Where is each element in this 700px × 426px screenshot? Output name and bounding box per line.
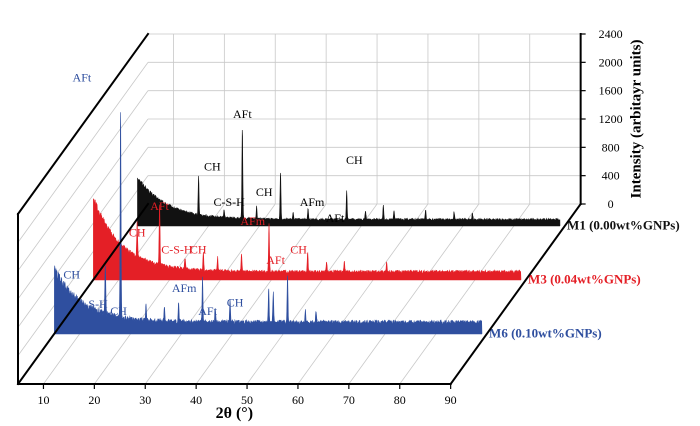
peak-label: CH xyxy=(227,296,244,310)
series-layer: M1 (0.00wt%GNPs) M3 (0.04wt%GNPs) M6 (0.10… xyxy=(54,70,680,341)
series-trace-3 xyxy=(54,112,483,334)
x-tick-label: 60 xyxy=(292,393,304,407)
peak-label: AFt xyxy=(326,211,345,225)
grid-line-floor xyxy=(43,203,174,385)
grid-line-floor xyxy=(94,203,225,385)
y-tick-label: 1200 xyxy=(599,112,623,126)
x-tick-label: 50 xyxy=(241,393,253,407)
peak-label: CH xyxy=(346,153,363,167)
series-trace-1 xyxy=(137,129,561,226)
peak-label: CH xyxy=(129,225,146,239)
peak-label: AFt xyxy=(73,70,92,84)
x-tick-label: 20 xyxy=(88,393,100,407)
series-label: M3 (0.04wt%GNPs) xyxy=(528,272,641,287)
series-label: M1 (0.00wt%GNPs) xyxy=(567,218,680,233)
y-axis-title: Intensity (arbitayr units) xyxy=(629,40,645,199)
y-tick-label: 1600 xyxy=(599,84,623,98)
peak-label: CH xyxy=(110,304,127,318)
grid-line-floor xyxy=(144,203,276,385)
y-tick-label: 2000 xyxy=(599,55,623,69)
peak-label: C-S-H xyxy=(76,297,108,311)
peak-label: AFm xyxy=(172,281,197,295)
grid-line-side xyxy=(17,62,149,243)
peak-label: AFt xyxy=(198,304,217,318)
peak-label: AFt xyxy=(233,107,252,121)
grid-line-side xyxy=(17,147,149,328)
grid-line-floor xyxy=(297,203,429,385)
y-tick-label: 400 xyxy=(602,169,620,183)
y-tick-label: 0 xyxy=(608,197,614,211)
x-tick-label: 30 xyxy=(139,393,151,407)
peak-label: C-S-H xyxy=(161,242,193,256)
grid-line-floor xyxy=(399,203,531,385)
x-axis-title: 2θ (°) xyxy=(216,405,253,422)
peak-label: C-S-H xyxy=(213,195,245,209)
grid-line-side xyxy=(17,118,149,300)
grid-line-side xyxy=(17,90,149,271)
peak-label: AFm xyxy=(240,214,265,228)
grid-line-floor xyxy=(195,203,327,385)
grid-line-side xyxy=(17,175,149,356)
grid-line-floor xyxy=(348,203,480,385)
x-tick-label: 70 xyxy=(343,393,355,407)
right-depth-axis xyxy=(449,202,583,386)
peak-label: CH xyxy=(204,159,221,173)
grid-line-floor xyxy=(246,203,378,385)
peak-label: AFt xyxy=(266,253,285,267)
y-tick-label: 800 xyxy=(602,140,620,154)
x-tick-label: 40 xyxy=(190,393,202,407)
series-trace-2 xyxy=(93,198,522,280)
top-left-edge xyxy=(16,32,150,216)
peak-label: AFt xyxy=(150,199,169,213)
left-depth-axis xyxy=(16,202,150,386)
x-tick-label: 90 xyxy=(445,393,457,407)
x-tick-label: 10 xyxy=(37,393,49,407)
x-tick-label: 80 xyxy=(394,393,406,407)
series-label: M6 (0.10wt%GNPs) xyxy=(489,326,602,341)
y-axis-ticks: 0 400 800 1200 1600 2000 2400 xyxy=(580,27,623,211)
grid-lines xyxy=(17,33,582,385)
y-tick-label: 2400 xyxy=(599,27,623,41)
x-axis-ticks: 10 20 30 40 50 60 70 80 90 xyxy=(37,384,457,407)
peak-label: CH xyxy=(290,242,307,256)
peak-label: AFm xyxy=(300,195,325,209)
peak-label: CH xyxy=(190,242,207,256)
peak-label: CH xyxy=(63,267,80,281)
peak-label: CH xyxy=(256,185,273,199)
